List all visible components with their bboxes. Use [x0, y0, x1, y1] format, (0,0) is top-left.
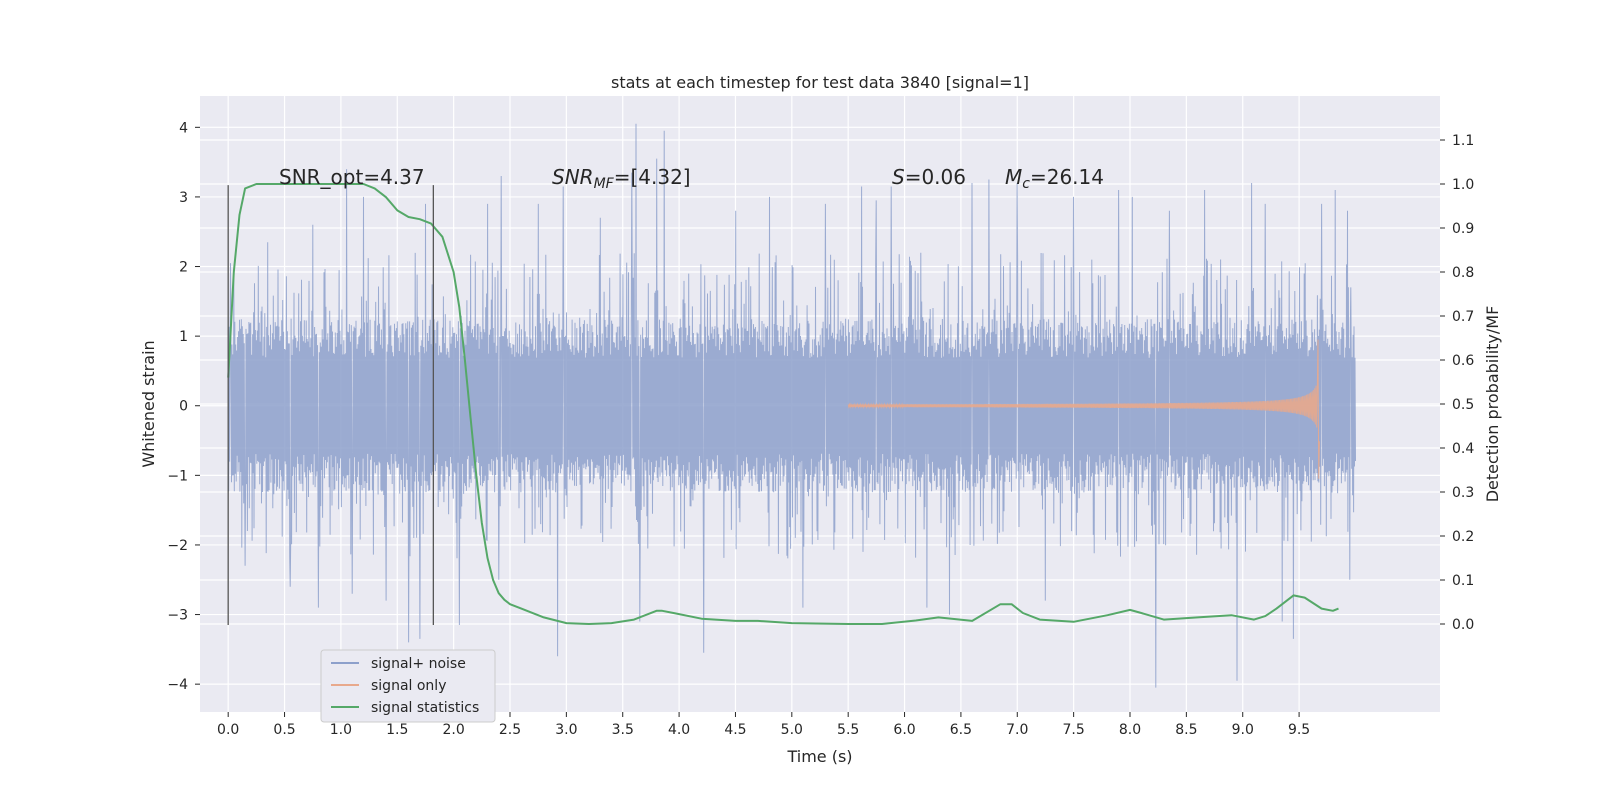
annotation-snr-opt: SNR_opt=4.37 [279, 165, 425, 189]
tick-labels: 0.0 0.5 1.0 1.5 2.0 2.5 3.0 3.5 4.0 4.5 5.0 5.5 6.0 6… [167, 120, 1474, 738]
annotation-snr-mf-sub: MF [594, 176, 615, 192]
annotation-s-name: S [892, 165, 905, 189]
y-right-axis-label: Detection probability/MF [1483, 306, 1502, 503]
annotation-mc-sub: c [1022, 176, 1030, 192]
y-right-tick-label: 0.2 [1452, 529, 1474, 545]
y-right-tick-label: 0.4 [1452, 441, 1474, 457]
x-tick-label: 1.5 [386, 722, 408, 738]
x-tick-label: 5.0 [781, 722, 803, 738]
legend-label-signal-statistics: signal statistics [371, 700, 479, 716]
annotation-mc-value: =26.14 [1030, 165, 1104, 189]
x-tick-label: 6.5 [950, 722, 972, 738]
y-tick-label: −2 [167, 538, 188, 554]
x-tick-label: 6.0 [893, 722, 915, 738]
y-tick-label: 2 [179, 260, 188, 276]
annotation-s: S=0.06 [892, 165, 966, 189]
x-tick-label: 8.0 [1119, 722, 1141, 738]
x-tick-label: 2.5 [499, 722, 521, 738]
x-tick-label: 0.5 [273, 722, 295, 738]
annotation-mc-name: M [1005, 165, 1022, 189]
y-right-tick-label: 0.8 [1452, 265, 1474, 281]
x-tick-label: 7.0 [1006, 722, 1028, 738]
y-tick-label: 3 [179, 190, 188, 206]
annotations: SNR_opt=4.37 SNRMF=[4.32] S=0.06 Mc=26.1… [279, 165, 1104, 192]
x-tick-label: 2.0 [443, 722, 465, 738]
legend: signal+ noise signal only signal statist… [320, 649, 496, 723]
y-right-tick-label: 0.5 [1452, 397, 1474, 413]
y-right-tick-label: 0.3 [1452, 485, 1474, 501]
x-tick-label: 0.0 [217, 722, 239, 738]
y-right-tick-label: 0.9 [1452, 221, 1474, 237]
y-tick-label: −1 [167, 468, 188, 484]
y-axis-label: Whitened strain [139, 340, 158, 467]
y-tick-label: 4 [179, 120, 188, 136]
annotation-snr-mf: SNRMF=[4.32] [552, 165, 691, 192]
y-tick-label: −3 [167, 608, 188, 624]
y-right-tick-label: 0.1 [1452, 573, 1474, 589]
x-tick-label: 8.5 [1175, 722, 1197, 738]
series-signal-noise-line [227, 123, 1356, 688]
y-right-tick-label: 0.7 [1452, 309, 1474, 325]
x-tick-label: 9.5 [1288, 722, 1310, 738]
y-right-tick-label: 0.0 [1452, 617, 1474, 633]
y-right-tick-label: 0.6 [1452, 353, 1474, 369]
x-tick-label: 1.0 [330, 722, 352, 738]
series-signal-only-line [847, 339, 1320, 479]
y-right-tick-label: 1.1 [1452, 133, 1474, 149]
y-tick-label: 0 [179, 399, 188, 415]
x-tick-label: 3.5 [612, 722, 634, 738]
y-tick-label: −4 [167, 677, 188, 693]
annotation-snr-mf-value: =[4.32] [614, 165, 691, 189]
annotation-mc: Mc=26.14 [1005, 165, 1104, 192]
chart-title: stats at each timestep for test data 384… [611, 73, 1029, 92]
legend-label-signal-only: signal only [371, 678, 446, 694]
x-tick-label: 9.0 [1232, 722, 1254, 738]
legend-box [320, 649, 496, 723]
y-right-tick-label: 1.0 [1452, 177, 1474, 193]
legend-label-signal-noise: signal+ noise [371, 656, 466, 672]
annotation-s-value: =0.06 [905, 165, 966, 189]
annotation-snr-mf-name: SNR [552, 165, 594, 189]
x-tick-label: 3.0 [555, 722, 577, 738]
x-tick-label: 5.5 [837, 722, 859, 738]
series-signal-statistics-line [227, 183, 1339, 625]
x-tick-label: 4.0 [668, 722, 690, 738]
x-tick-label: 4.5 [724, 722, 746, 738]
x-axis-label: Time (s) [786, 747, 852, 766]
x-tick-label: 7.5 [1063, 722, 1085, 738]
y-tick-label: 1 [179, 329, 188, 345]
data-layer [227, 123, 1356, 688]
